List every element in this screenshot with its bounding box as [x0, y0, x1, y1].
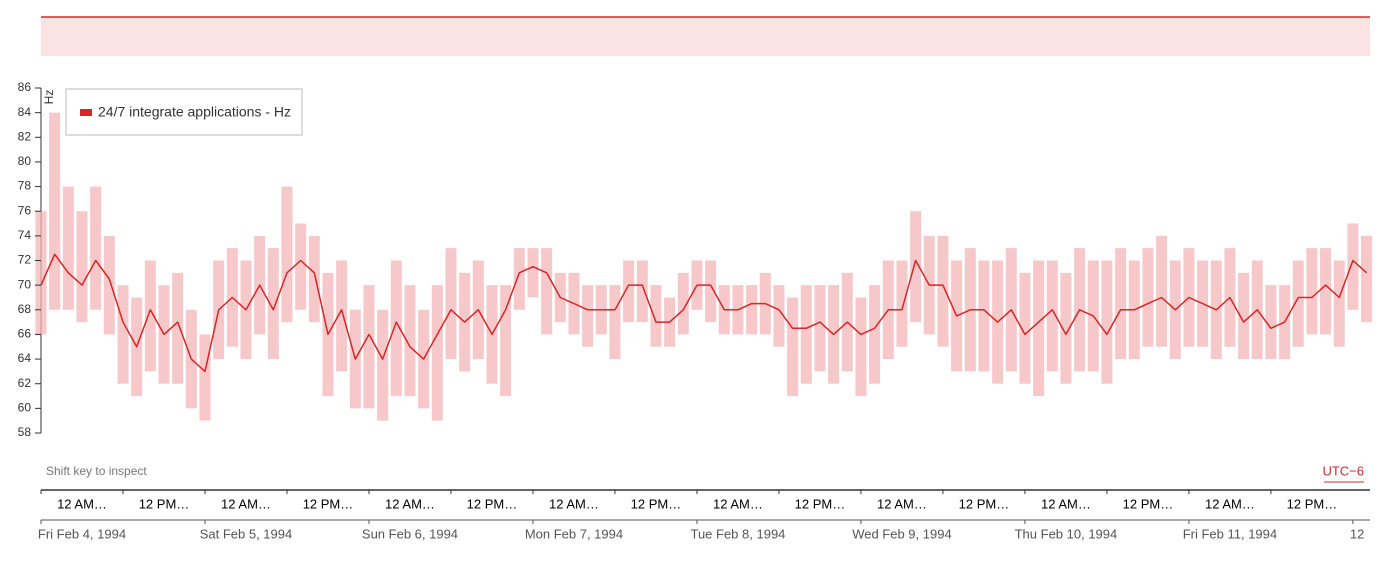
y-tick-label: 72	[18, 253, 32, 267]
date-label: Fri Feb 4, 1994	[38, 526, 126, 541]
x-tick-label: 12 PM…	[139, 496, 190, 511]
date-label: 12	[1350, 526, 1364, 541]
legend-label: 24/7 integrate applications - Hz	[98, 104, 291, 120]
x-tick-label: 12 AM…	[549, 496, 599, 511]
x-tick-label: 12 PM…	[959, 496, 1010, 511]
x-tick-label: 12 AM…	[877, 496, 927, 511]
y-tick-label: 78	[18, 179, 32, 193]
y-tick-label: 74	[18, 228, 32, 242]
x-tick-label: 12 AM…	[713, 496, 763, 511]
date-label: Sun Feb 6, 1994	[362, 526, 458, 541]
x-tick-label: 12 AM…	[1041, 496, 1091, 511]
y-tick-label: 86	[18, 80, 32, 94]
date-label: Tue Feb 8, 1994	[690, 526, 785, 541]
x-tick-label: 12 PM…	[795, 496, 846, 511]
y-tick-label: 62	[18, 376, 32, 390]
x-tick-label: 12 AM…	[221, 496, 271, 511]
date-label: Sat Feb 5, 1994	[200, 526, 293, 541]
legend: 24/7 integrate applications - Hz	[65, 88, 303, 136]
x-tick-label: 12 PM…	[303, 496, 354, 511]
y-tick-label: 76	[18, 203, 32, 217]
y-tick-label: 58	[18, 425, 32, 439]
x-tick-label: 12 PM…	[631, 496, 682, 511]
x-tick-label: 12 AM…	[57, 496, 107, 511]
brush-area[interactable]	[41, 17, 1370, 56]
date-label: Thu Feb 10, 1994	[1015, 526, 1118, 541]
y-axis-label: Hz	[42, 90, 56, 105]
y-tick-label: 82	[18, 129, 32, 143]
date-label: Wed Feb 9, 1994	[852, 526, 952, 541]
timezone[interactable]: UTC−6	[1322, 463, 1364, 478]
legend-box	[65, 88, 303, 136]
y-tick-label: 84	[18, 105, 32, 119]
date-label: Fri Feb 11, 1994	[1183, 526, 1277, 541]
hint: Shift key to inspect	[46, 464, 147, 478]
y-tick-label: 60	[18, 401, 32, 415]
x-tick-label: 12 PM…	[1287, 496, 1338, 511]
y-tick-label: 68	[18, 302, 32, 316]
x-tick-label: 12 AM…	[1205, 496, 1255, 511]
y-tick-label: 80	[18, 154, 32, 168]
y-tick-label: 66	[18, 327, 32, 341]
date-label: Mon Feb 7, 1994	[525, 526, 623, 541]
x-tick-label: 12 PM…	[467, 496, 518, 511]
y-tick-label: 70	[18, 277, 32, 291]
y-tick-label: 64	[18, 351, 32, 365]
legend-swatch	[80, 109, 92, 116]
x-tick-label: 12 AM…	[385, 496, 435, 511]
x-tick-label: 12 PM…	[1123, 496, 1174, 511]
series-line	[40, 253, 1368, 373]
